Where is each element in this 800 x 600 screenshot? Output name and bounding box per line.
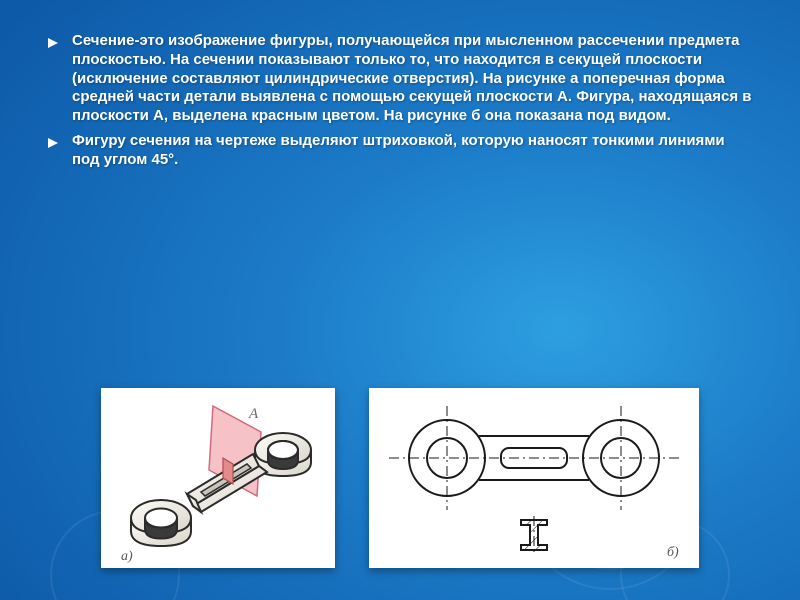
paragraph-text: Сечение-это изображение фигуры, получающ…: [72, 32, 752, 126]
figures-row: А а): [0, 388, 800, 568]
figure-b-frame: б): [369, 388, 699, 568]
rod-left-eye: [131, 500, 191, 546]
section-view: [521, 520, 547, 550]
paragraph-text: Фигуру сечения на чертеже выделяют штрих…: [72, 132, 752, 170]
slide-content: Сечение-это изображение фигуры, получающ…: [0, 0, 800, 169]
bullet-item: Фигуру сечения на чертеже выделяют штрих…: [48, 132, 752, 170]
bullet-list: Сечение-это изображение фигуры, получающ…: [48, 32, 752, 169]
plane-label: А: [248, 406, 259, 422]
figure-a-svg: А а): [101, 388, 335, 568]
bullet-item: Сечение-это изображение фигуры, получающ…: [48, 32, 752, 126]
figure-a-frame: А а): [101, 388, 335, 568]
figure-b-svg: б): [369, 388, 699, 568]
figure-a-label: а): [121, 549, 133, 564]
figure-b-label: б): [667, 545, 679, 560]
